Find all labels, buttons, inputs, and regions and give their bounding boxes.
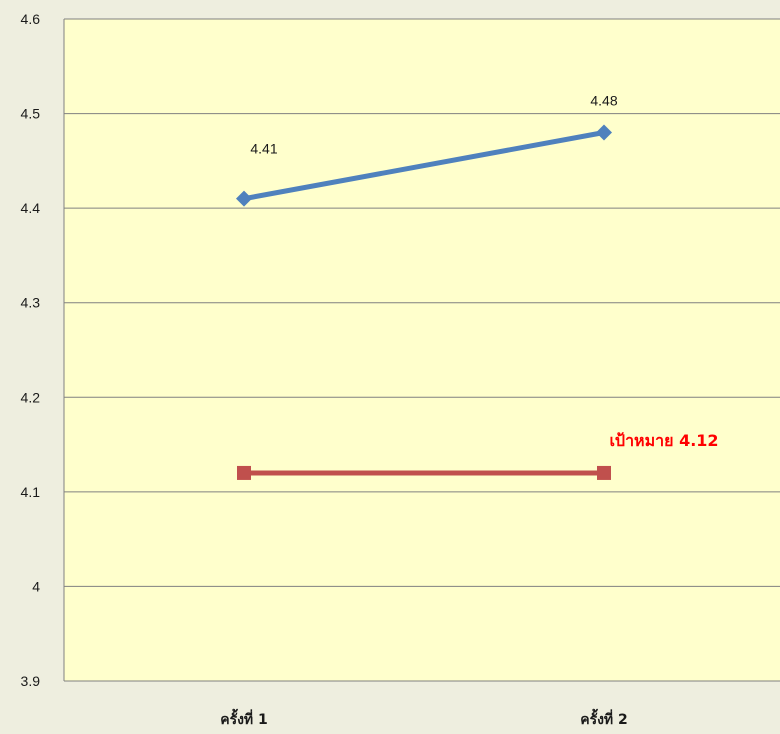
y-tick-label: 3.9 <box>21 673 41 689</box>
target-annotation: เป้าหมาย 4.12 <box>609 431 718 450</box>
data-label: 4.48 <box>590 92 617 108</box>
x-tick-label: ครั้งที่ 1 <box>220 708 268 728</box>
y-tick-label: 4.1 <box>21 484 41 500</box>
data-point <box>596 124 612 141</box>
plot-area <box>64 19 780 681</box>
data-point <box>237 465 251 480</box>
series-line <box>243 130 605 202</box>
data-point <box>597 465 611 480</box>
x-tick-labels: ครั้งที่ 1 ครั้งที่ 2 <box>220 708 628 728</box>
series-layer: 4.41 4.48 เป้าหมาย 4.12 <box>236 92 719 480</box>
y-tick-label: 4.6 <box>21 11 41 27</box>
y-tick-label: 4.5 <box>21 106 41 122</box>
data-point <box>236 190 252 207</box>
gridlines <box>64 18 780 587</box>
y-tick-label: 4.3 <box>21 295 41 311</box>
x-tick-label: ครั้งที่ 2 <box>580 708 628 728</box>
data-label: 4.41 <box>250 141 277 157</box>
y-tick-label: 4.4 <box>21 200 41 216</box>
y-tick-label: 4.2 <box>21 389 41 405</box>
y-tick-labels: 3.9 4 4.1 4.2 4.3 4.4 4.5 4.6 <box>21 11 41 689</box>
y-tick-label: 4 <box>32 578 40 594</box>
